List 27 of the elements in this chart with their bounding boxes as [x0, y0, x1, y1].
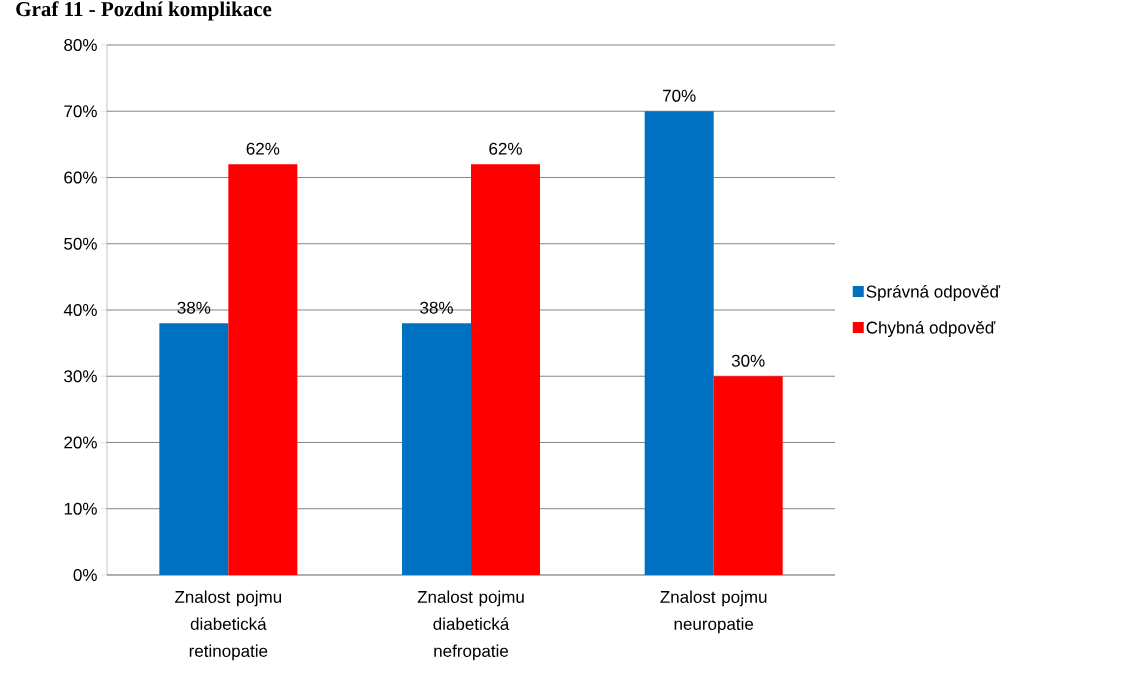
x-tick-label: Znalost pojmu neuropatie: [660, 590, 767, 634]
y-tick-label: 80%: [64, 38, 97, 52]
bar: [228, 164, 298, 575]
y-tick-label: 10%: [64, 502, 97, 515]
data-label: 62%: [246, 142, 280, 155]
y-tick-label: 70%: [64, 105, 97, 118]
bar: [644, 111, 714, 575]
y-tick-label: 50%: [64, 237, 97, 250]
bar: [402, 323, 472, 575]
data-label: 38%: [420, 301, 453, 314]
bar: [713, 376, 783, 575]
data-label: 30%: [731, 354, 765, 367]
data-label: 38%: [177, 301, 211, 314]
bar: [471, 164, 541, 575]
legend-label: Správná odpověď: [866, 284, 1001, 302]
legend-label: Chybná odpověď: [866, 320, 996, 338]
data-label: 70%: [663, 89, 696, 102]
y-tick-label: 40%: [63, 303, 97, 317]
chart-title: Graf 11 - Pozdní komplikace: [16, 1, 272, 21]
x-tick-label: Znalost pojmu diabetická retinopatie: [175, 590, 282, 661]
y-tick-label: 30%: [64, 370, 97, 383]
bar: [159, 323, 229, 575]
x-tick-label: Znalost pojmu diabetická nefropatie: [417, 590, 524, 661]
y-tick-label: 60%: [64, 171, 97, 184]
y-tick-label: 20%: [64, 436, 97, 449]
data-label: 62%: [489, 142, 522, 155]
y-tick-label: 0%: [73, 568, 97, 582]
